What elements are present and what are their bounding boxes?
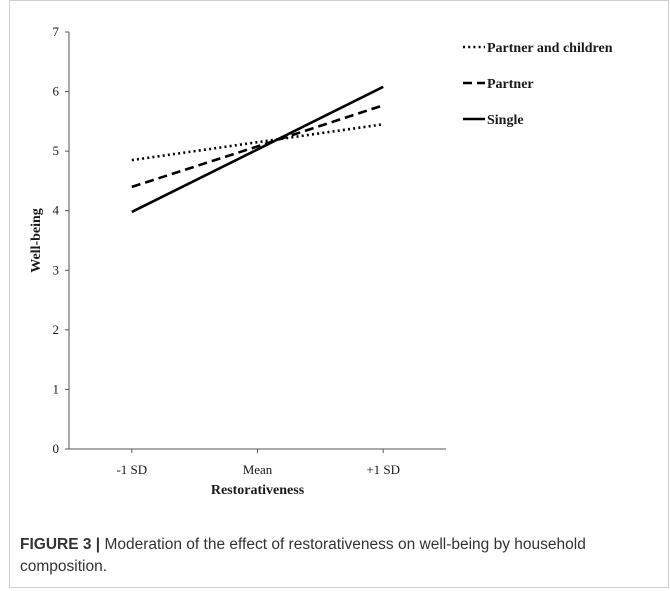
- chart-legend: Partner and children Partner Single: [463, 41, 613, 128]
- y-tick-label: 4: [53, 203, 60, 218]
- legend-label-single: Single: [487, 113, 524, 128]
- y-tick-label: 0: [53, 441, 60, 456]
- x-axis-ticks: -1 SD Mean +1 SD: [116, 449, 400, 477]
- y-tick-label: 5: [53, 143, 60, 158]
- chart-axes: [68, 32, 446, 450]
- caption-text: Moderation of the effect of restorativen…: [20, 536, 586, 575]
- y-tick-label: 2: [53, 322, 60, 337]
- y-tick-label: 7: [53, 24, 60, 39]
- x-tick-label: +1 SD: [366, 462, 400, 477]
- y-axis-title: Well-being: [29, 208, 44, 273]
- figure-caption: FIGURE 3 | Moderation of the effect of r…: [20, 534, 660, 578]
- legend-label-partner-and-children: Partner and children: [487, 41, 613, 56]
- series-line-partner: [131, 104, 384, 189]
- x-tick-label: -1 SD: [116, 462, 147, 477]
- x-axis-title: Restorativeness: [211, 483, 305, 498]
- figure-frame: [9, 0, 669, 588]
- figure-label: FIGURE 3 |: [20, 536, 101, 553]
- y-axis-ticks: 0 1 2 3 4 5 6 7: [53, 24, 69, 456]
- legend-label-partner: Partner: [487, 77, 534, 92]
- line-chart: 0 1 2 3 4 5 6 7 -1 SD Mean +1 SD Partner and chil…: [29, 24, 613, 498]
- y-tick-label: 1: [53, 381, 60, 396]
- chart-series: [131, 85, 384, 214]
- y-tick-label: 3: [53, 262, 60, 277]
- series-line-single: [131, 85, 384, 214]
- series-line-partner-and-children: [131, 123, 384, 162]
- y-tick-label: 6: [53, 84, 60, 99]
- x-tick-label: Mean: [243, 462, 273, 477]
